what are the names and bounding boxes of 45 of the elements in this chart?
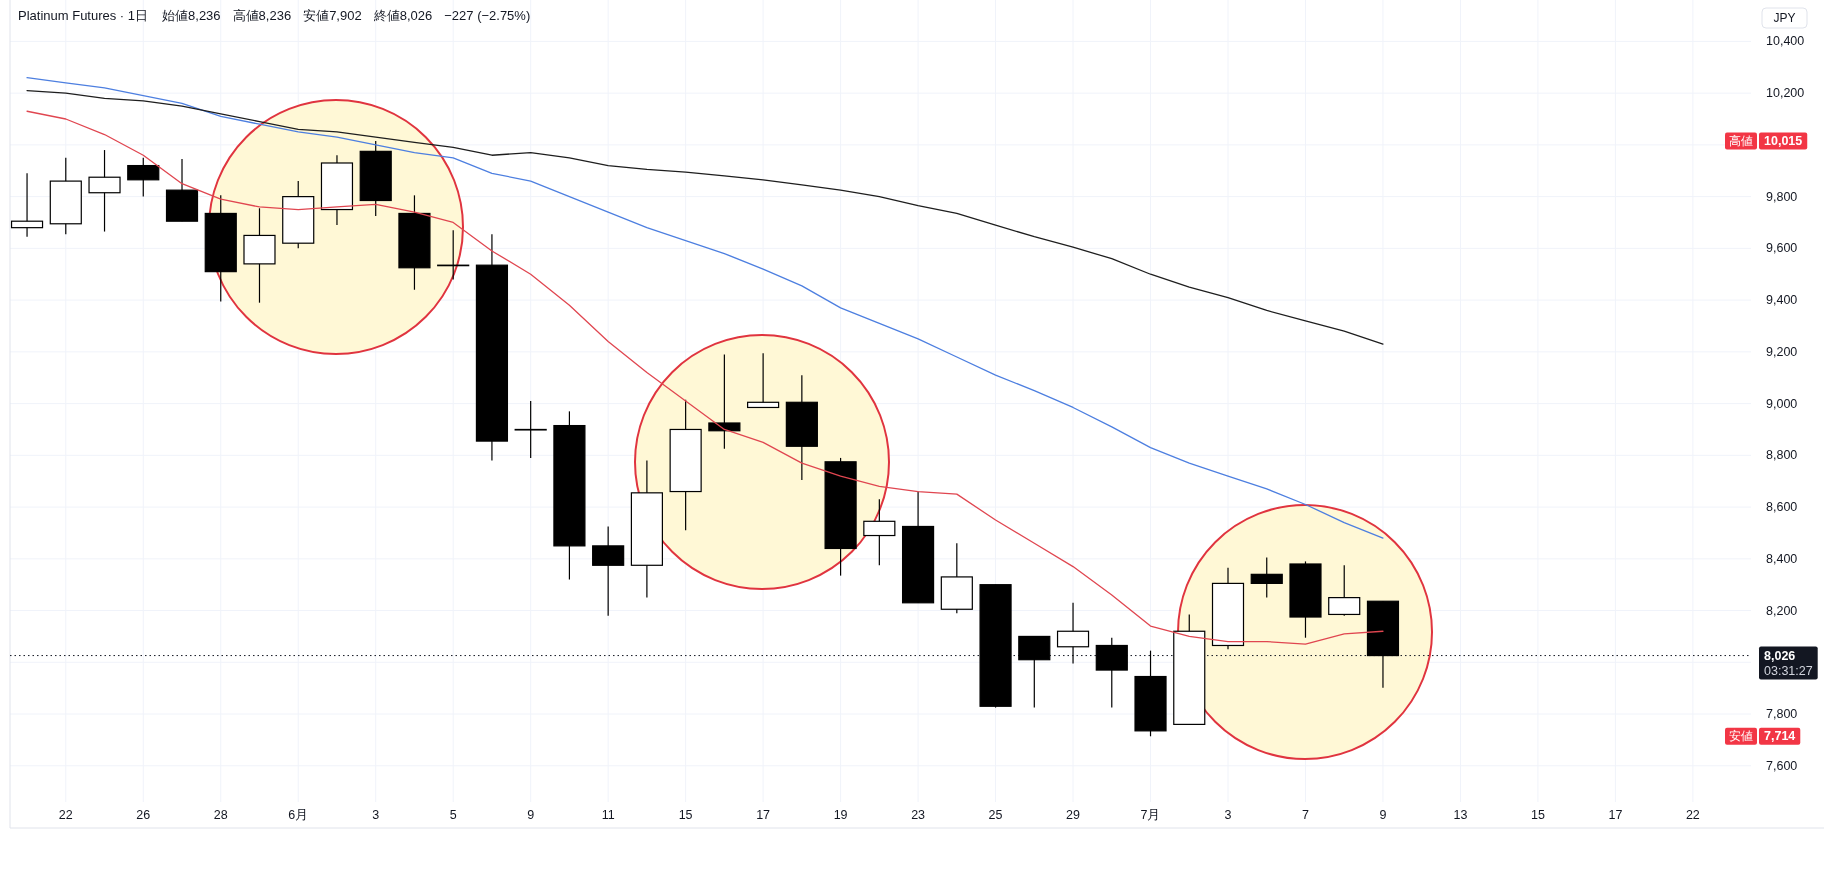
y-tick-label: 9,600 (1766, 241, 1798, 256)
x-tick-label: 3 (372, 808, 380, 822)
x-tick-label: 15 (678, 808, 693, 822)
y-tick-label: 9,400 (1766, 293, 1798, 308)
x-tick-label: 22 (58, 808, 73, 822)
title: Platinum Futures · 1日 (18, 7, 149, 23)
annotation: 高値8,236 (232, 7, 292, 23)
x-tick-label: 13 (1453, 808, 1468, 822)
y-tick-label: 7,800 (1766, 707, 1798, 722)
y-tick-label: 9,200 (1766, 344, 1798, 359)
x-tick-label: 9 (1379, 808, 1387, 822)
x-tick-label: 17 (1608, 808, 1623, 822)
y-axis-title: JPY (1773, 11, 1796, 25)
x-tick-label: 11 (601, 808, 615, 822)
annotation: 始値8,236 (162, 7, 221, 23)
y-tick-label: 8,800 (1766, 448, 1798, 463)
x-tick-label: 5 (449, 808, 457, 822)
x-tick-label: 26 (136, 808, 151, 822)
x-tick-label: 6月 (288, 808, 309, 822)
y-tick-label: 10,400 (1766, 34, 1805, 49)
annotation: 高値 10,015 (1729, 134, 1803, 148)
y-tick-label: 9,000 (1766, 396, 1798, 411)
x-tick-label: 23 (911, 808, 926, 822)
x-tick-label: 7 (1302, 808, 1309, 822)
y-tick-label: 8,600 (1766, 500, 1798, 515)
x-tick-label: 25 (988, 808, 1003, 822)
annotation: 終値8,026 (373, 7, 433, 23)
y-tick-label: 8,400 (1766, 551, 1798, 566)
ref-line-label: 8,026 03:31:27 (1764, 648, 1813, 678)
annotation: −227 (−2.75%) (444, 7, 531, 23)
x-tick-label: 29 (1066, 808, 1080, 822)
x-tick-label: 19 (833, 808, 848, 822)
annotation: 安値7,902 (303, 7, 362, 23)
y-tick-label: 10,200 (1766, 86, 1805, 101)
x-tick-label: 17 (756, 808, 771, 822)
x-tick-label: 22 (1685, 808, 1700, 822)
annotation: 安値 7,714 (1729, 729, 1796, 744)
y-tick-label: 8,200 (1766, 603, 1798, 618)
x-tick-label: 9 (527, 808, 535, 822)
y-tick-label: 9,800 (1766, 189, 1798, 204)
x-tick-label: 3 (1224, 808, 1232, 822)
x-tick-label: 15 (1530, 808, 1545, 822)
x-tick-label: 28 (213, 808, 228, 822)
y-tick-label: 7,600 (1766, 758, 1798, 773)
x-tick-label: 7月 (1140, 808, 1161, 822)
